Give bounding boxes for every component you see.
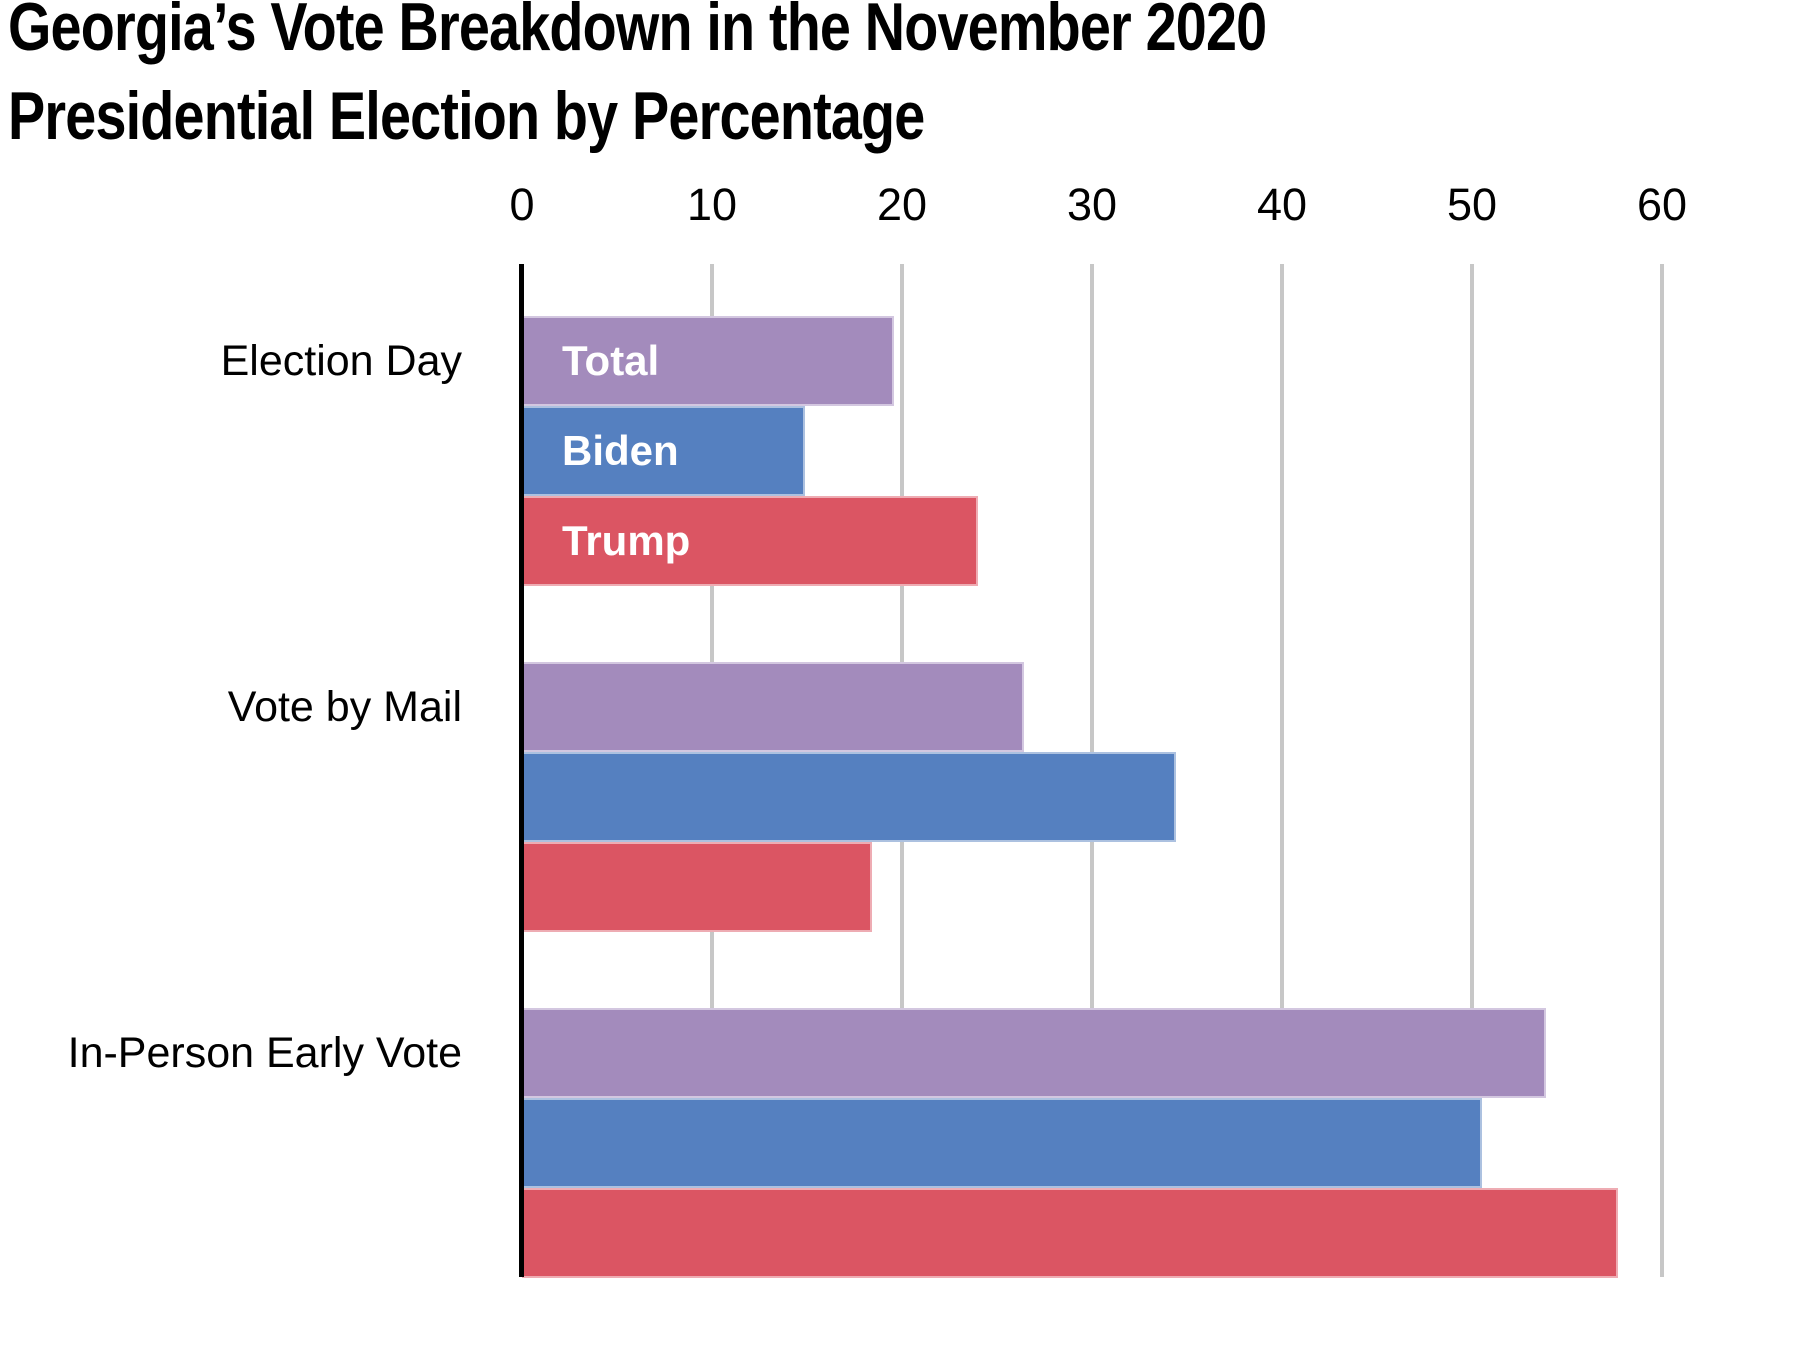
category-label-in-person-early-vote: In-Person Early Vote [67,1029,462,1077]
bar-election-day-total [522,316,894,406]
bar-in-person-early-vote-trump [522,1188,1618,1278]
bar-vote-by-mail-biden [522,752,1176,842]
gridline-60 [1660,264,1664,1277]
chart-title-line2: Presidential Election by Percentage [8,78,925,154]
series-label-trump: Trump [562,517,691,564]
x-tick-label-40: 40 [1256,179,1308,230]
gridline-40 [1280,264,1284,1277]
x-tick-label-20: 20 [876,179,928,230]
bar-election-day-biden [522,406,805,496]
gridline-50 [1470,264,1474,1277]
bar-election-day-trump [522,496,978,586]
series-label-biden: Biden [562,427,679,474]
bar-in-person-early-vote-biden [522,1098,1482,1188]
chart-title: Georgia’s Vote Breakdown in the November… [8,0,1267,161]
bar-vote-by-mail-total [522,662,1024,752]
category-label-election-day: Election Day [220,337,462,385]
x-tick-label-30: 30 [1066,179,1118,230]
x-tick-label-10: 10 [686,179,738,230]
bar-vote-by-mail-trump [522,842,872,932]
series-label-total: Total [562,337,660,384]
bar-in-person-early-vote-total [522,1008,1546,1098]
x-tick-label-60: 60 [1636,179,1688,230]
category-label-vote-by-mail: Vote by Mail [227,683,462,731]
x-tick-label-50: 50 [1446,179,1498,230]
chart-title-line1: Georgia’s Vote Breakdown in the November… [8,0,1267,65]
y-axis-line [519,264,524,1277]
x-tick-label-0: 0 [509,179,535,230]
